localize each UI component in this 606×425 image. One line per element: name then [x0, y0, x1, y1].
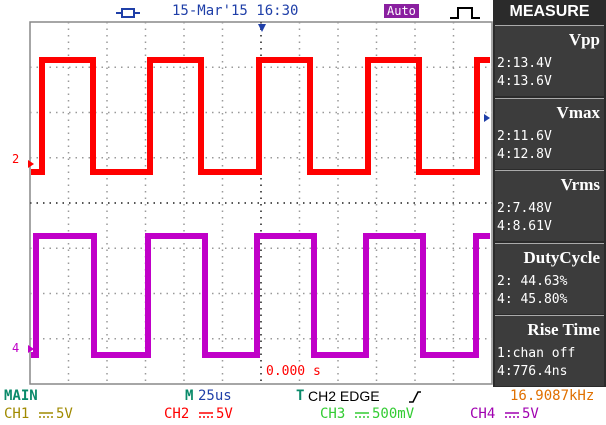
channel-name: CH3 — [320, 406, 345, 422]
trigger-prefix: T — [296, 388, 304, 404]
channel-scale: 5V — [522, 406, 539, 422]
measure-value: 4: 45.80% — [497, 292, 567, 307]
dc-coupling-icon — [198, 410, 214, 420]
measure-value: 2:11.6V — [497, 129, 552, 144]
channel-scale: 5V — [56, 406, 73, 422]
measure-value: 4:12.8V — [497, 147, 552, 162]
measure-value: 4:13.6V — [497, 74, 552, 89]
measure-name: Vmax — [557, 103, 600, 123]
oscilloscope-screen: 2 4 0.000 s 15-Mar'15 16:30 Auto MEASURE… — [0, 0, 606, 425]
timebase-prefix: M — [185, 388, 193, 404]
measure-box: Vpp 2:13.4V 4:13.6V — [495, 25, 604, 96]
measure-box: Vmax 2:11.6V 4:12.8V — [495, 98, 604, 169]
measure-name: Vrms — [561, 175, 600, 195]
measure-value: 1:chan off — [497, 346, 575, 361]
datetime: 15-Mar'15 16:30 — [172, 3, 298, 19]
edge-icon — [450, 6, 482, 20]
trigger-time: 0.000 s — [266, 364, 321, 379]
measure-value: 2:7.48V — [497, 201, 552, 216]
channel-name: CH1 — [4, 406, 29, 422]
usb-icon — [116, 6, 142, 20]
channel-name: CH4 — [470, 406, 495, 422]
measure-box: DutyCycle 2: 44.63% 4: 45.80% — [495, 243, 604, 314]
timebase: 25us — [198, 388, 232, 404]
measure-box: Rise Time 1:chan off 4:776.4ns — [495, 315, 604, 386]
ch4-marker-label: 4 — [12, 341, 19, 355]
dc-coupling-icon — [38, 410, 54, 420]
measure-name: DutyCycle — [524, 248, 600, 268]
measure-name: Rise Time — [527, 320, 600, 340]
measure-box: Vrms 2:7.48V 4:8.61V — [495, 170, 604, 241]
measure-value: 4:776.4ns — [497, 364, 567, 379]
trigger-source: CH2 EDGE — [308, 388, 380, 404]
trigger-mode: Auto — [384, 4, 419, 18]
measure-value: 2:13.4V — [497, 56, 552, 71]
channel-scale: 500mV — [372, 406, 414, 422]
frequency: 16.9087kHz — [510, 388, 594, 404]
measure-panel: MEASURE Vpp 2:13.4V 4:13.6V Vmax 2:11.6V 4:12… — [493, 0, 606, 387]
dc-coupling-icon — [504, 410, 520, 420]
measure-value: 4:8.61V — [497, 219, 552, 234]
panel-title: MEASURE — [493, 0, 606, 24]
dc-coupling-icon — [354, 410, 370, 420]
channel-scale: 5V — [216, 406, 233, 422]
slope-icon — [408, 390, 422, 404]
measure-value: 2: 44.63% — [497, 274, 567, 289]
channel-name: CH2 — [164, 406, 189, 422]
ch2-marker-label: 2 — [12, 152, 19, 166]
mode: MAIN — [4, 388, 38, 404]
measure-name: Vpp — [569, 30, 600, 50]
